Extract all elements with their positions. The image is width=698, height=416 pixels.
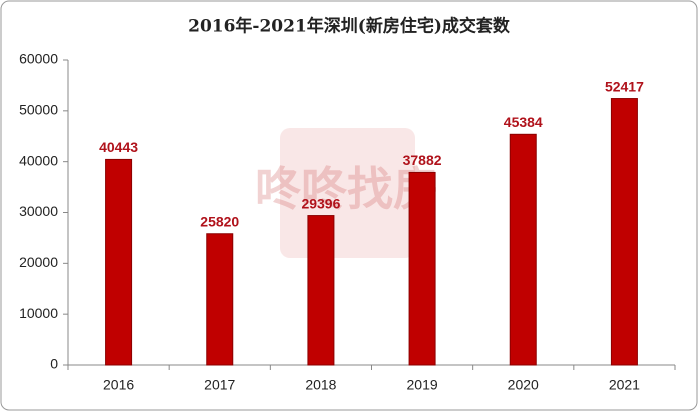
x-tick-label: 2016 (103, 377, 134, 393)
y-tick-label: 40000 (19, 152, 58, 168)
bar (307, 215, 335, 366)
y-tick-label: 30000 (19, 203, 58, 219)
value-label: 52417 (605, 78, 644, 94)
x-tick-label: 2021 (609, 377, 640, 393)
x-tick-label: 2017 (204, 377, 235, 393)
value-label: 25820 (200, 213, 239, 229)
x-tick-label: 2020 (508, 377, 539, 393)
chart-title: 2016年-2021年深圳(新房住宅)成交套数 (188, 16, 511, 37)
y-tick-label: 20000 (19, 254, 58, 270)
y-tick-label: 0 (50, 356, 58, 372)
bar (509, 133, 537, 366)
value-label: 45384 (504, 114, 543, 130)
bar (610, 98, 638, 366)
watermark: 咚咚找房 (255, 163, 439, 215)
value-label: 40443 (99, 139, 138, 155)
y-tick-label: 10000 (19, 305, 58, 321)
value-label: 37882 (403, 152, 442, 168)
value-label: 29396 (301, 195, 340, 211)
bar (105, 158, 133, 366)
y-tick-label: 50000 (19, 102, 58, 118)
bar (408, 171, 436, 366)
bar (206, 233, 234, 366)
x-tick-label: 2019 (407, 377, 438, 393)
x-tick-label: 2018 (305, 377, 336, 393)
y-tick-label: 60000 (19, 51, 58, 67)
